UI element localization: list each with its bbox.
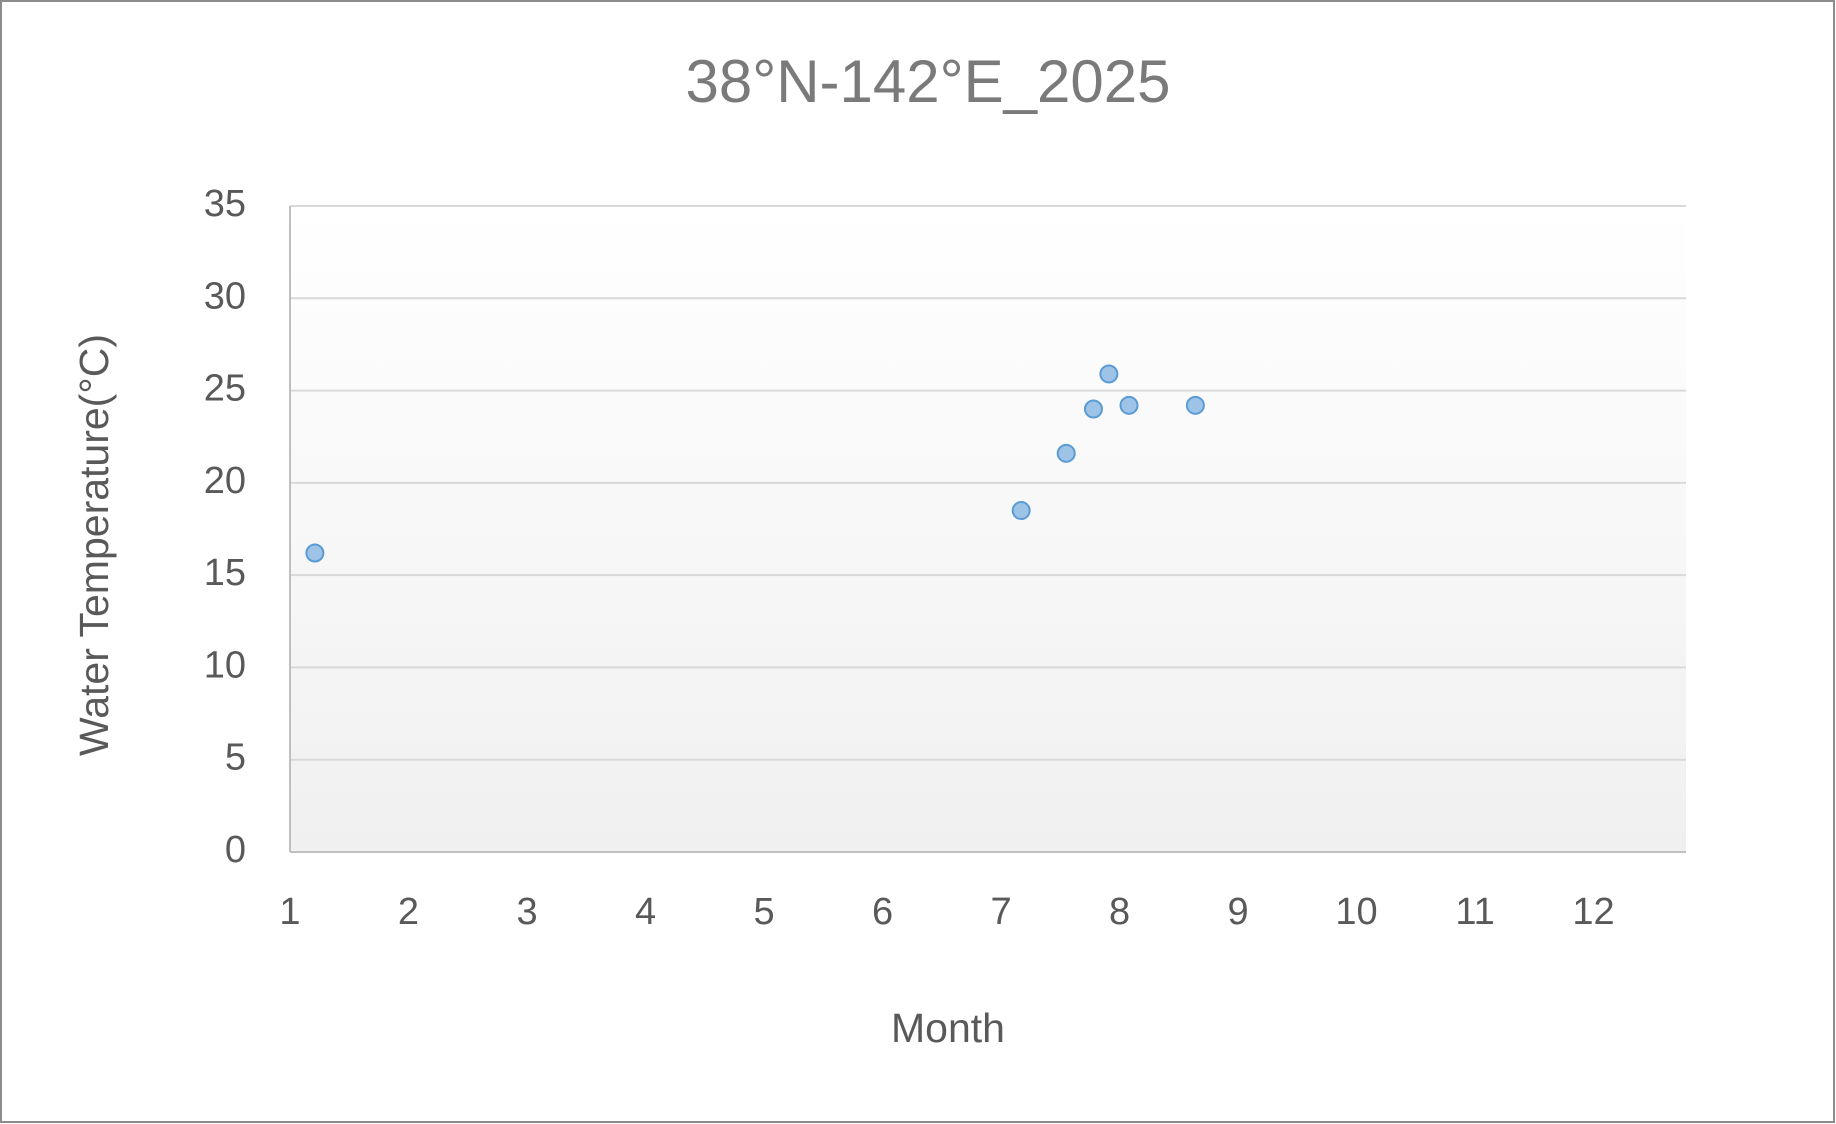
chart-title: 38°N-142°E_2025 (685, 48, 1170, 115)
x-axis-title: Month (891, 1005, 1005, 1051)
y-axis-title: Water Temperature(°C) (71, 334, 117, 756)
x-tick-label: 6 (872, 891, 893, 933)
x-tick-label: 7 (990, 891, 1011, 933)
scatter-point (1099, 364, 1119, 384)
scatter-point (1011, 501, 1031, 521)
x-tick-label: 5 (753, 891, 774, 933)
x-tick-label: 4 (635, 891, 656, 933)
y-tick-label: 20 (204, 460, 246, 502)
y-tick-label: 30 (204, 275, 246, 317)
scatter-point (1083, 399, 1103, 419)
y-tick-label: 15 (204, 552, 246, 594)
scatter-point (305, 543, 325, 563)
y-tick-label: 35 (204, 183, 246, 225)
x-tick-label: 8 (1109, 891, 1130, 933)
y-tick-label: 25 (204, 368, 246, 410)
x-tick-label: 12 (1572, 891, 1614, 933)
scatter-point (1056, 443, 1076, 463)
x-tick-label: 11 (1455, 891, 1494, 933)
plot-area (290, 206, 1686, 852)
x-tick-label: 2 (398, 891, 419, 933)
x-tick-label: 10 (1335, 891, 1377, 933)
y-tick-label: 10 (204, 644, 246, 686)
y-tick-label: 0 (225, 829, 246, 871)
scatter-point (1185, 395, 1205, 415)
x-tick-label: 3 (516, 891, 537, 933)
y-tick-label: 5 (225, 737, 246, 779)
scatter-point (1119, 395, 1139, 415)
x-tick-label: 9 (1227, 891, 1248, 933)
x-tick-label: 1 (279, 891, 300, 933)
